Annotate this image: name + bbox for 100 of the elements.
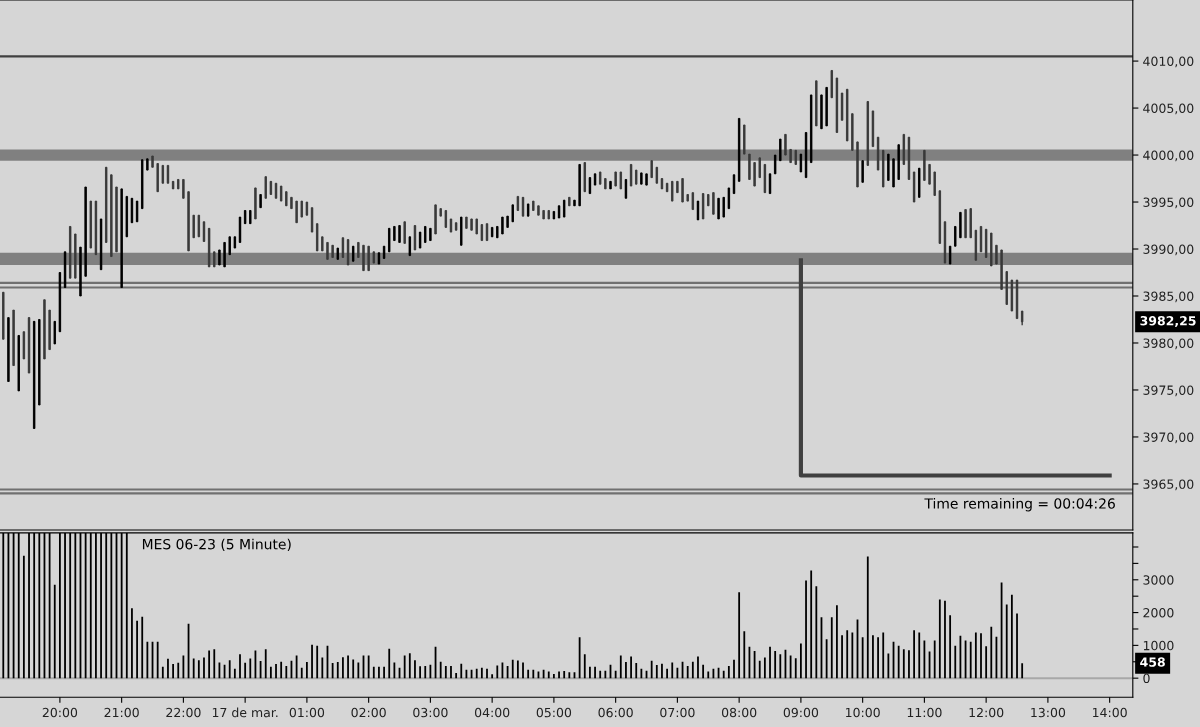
x-tick-label: 20:00 (42, 707, 78, 718)
x-tick-label: 07:00 (660, 707, 695, 718)
candlestick (79, 246, 82, 297)
candlestick (604, 177, 607, 190)
candlestick (851, 113, 854, 152)
candlestick (717, 197, 720, 220)
y-tick-label: 3975,00 (1143, 385, 1194, 397)
candlestick (614, 171, 617, 187)
candlestick (295, 200, 298, 224)
candlestick (671, 180, 674, 202)
candlestick (995, 244, 998, 265)
candlestick (568, 196, 571, 207)
y-tick-label: 4005,00 (1143, 103, 1194, 115)
candlestick (640, 172, 643, 185)
x-tick-label: 09:00 (783, 707, 819, 718)
candlestick (542, 209, 545, 220)
candlestick (645, 173, 648, 186)
candlestick (954, 225, 957, 247)
candlestick (254, 187, 257, 220)
candlestick (331, 244, 334, 259)
candlestick (218, 249, 221, 266)
candlestick (84, 186, 87, 277)
x-tick-label: 22:00 (166, 707, 201, 718)
candlestick (388, 227, 391, 253)
candlestick (650, 159, 653, 179)
candlestick (115, 186, 118, 253)
x-tick-label: 04:00 (474, 707, 510, 718)
candlestick (696, 200, 700, 221)
candlestick (74, 233, 77, 279)
candlestick (408, 236, 411, 257)
candlestick (573, 199, 576, 207)
text: 458 (1140, 657, 1165, 667)
candlestick (856, 141, 859, 188)
y-tick-label: 3990,00 (1143, 244, 1194, 256)
candlestick (815, 80, 818, 127)
y-tick-label: 4000,00 (1143, 150, 1194, 162)
y-tick-label: 3995,00 (1143, 197, 1194, 209)
candlestick (110, 174, 113, 258)
candlestick (820, 94, 823, 130)
candlestick (259, 193, 262, 209)
candlestick (578, 163, 581, 207)
candlestick (48, 309, 51, 351)
candlestick (784, 133, 787, 156)
candlestick (964, 208, 967, 239)
candlestick (779, 138, 782, 162)
x-tick-label: 17 de mar. (212, 707, 278, 718)
text: 3982,25 (1140, 316, 1196, 328)
candlestick (290, 196, 293, 210)
candlestick (629, 163, 633, 187)
candlestick (135, 200, 139, 223)
candlestick (151, 155, 154, 168)
candlestick (1000, 249, 1003, 291)
x-tick-label: 01:00 (289, 707, 325, 718)
candlestick (789, 148, 792, 164)
x-tick-label: 12:00 (969, 707, 1004, 718)
candlestick (223, 241, 226, 268)
candlestick (897, 144, 900, 181)
candlestick (120, 188, 123, 289)
candlestick (398, 224, 401, 244)
candlestick (892, 158, 895, 188)
candlestick (146, 158, 149, 171)
candlestick (933, 171, 936, 197)
candlestick (341, 237, 345, 259)
candlestick (326, 241, 329, 261)
candlestick (12, 309, 15, 367)
x-tick-label: 11:00 (907, 707, 942, 718)
y-tick-label: 3965,00 (1143, 479, 1194, 491)
candlestick (470, 218, 473, 231)
candlestick (197, 214, 201, 238)
candlestick (429, 227, 432, 242)
x-tick-label: 10:00 (846, 707, 880, 718)
x-tick-label: 03:00 (413, 707, 448, 718)
candlestick (537, 205, 540, 216)
candlestick (887, 153, 890, 182)
candlestick (758, 157, 761, 179)
candlestick (7, 316, 10, 383)
candlestick (156, 162, 159, 193)
candlestick (357, 241, 360, 259)
candlestick (192, 214, 195, 239)
candlestick (434, 204, 437, 235)
candlestick (506, 215, 509, 229)
annotation: MES 06-23 (5 Minute) (142, 538, 291, 552)
candlestick (43, 299, 46, 360)
x-tick-label: 13:00 (1031, 707, 1066, 718)
y-tick-label: 2000 (1143, 608, 1174, 618)
candlestick (465, 216, 468, 230)
candlestick (367, 245, 370, 272)
candlestick (362, 244, 365, 272)
candlestick (403, 221, 406, 245)
y-tick-label: 3000 (1143, 575, 1174, 585)
candlestick (676, 180, 679, 194)
x-tick-label: 08:00 (721, 707, 757, 718)
candlestick (393, 225, 396, 242)
candlestick (53, 320, 56, 345)
candlestick (727, 187, 731, 210)
candlestick (928, 163, 931, 185)
candlestick (321, 236, 324, 252)
x-tick-label: 06:00 (598, 707, 633, 718)
x-tick-label: 05:00 (536, 707, 572, 718)
y-tick-label: 3970,00 (1143, 432, 1194, 444)
